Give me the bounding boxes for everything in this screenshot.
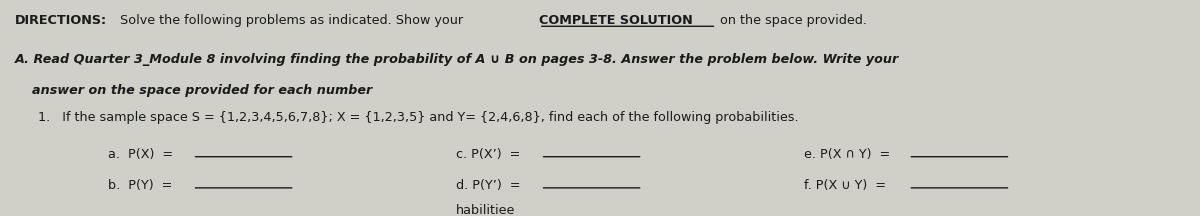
Text: 1.   If the sample space S = {1,2,3,4,5,6,7,8}; X = {1,2,3,5} and Y= {2,4,6,8}, : 1. If the sample space S = {1,2,3,4,5,6,… bbox=[14, 111, 799, 124]
Text: d. P(Y’)  =: d. P(Y’) = bbox=[456, 179, 521, 192]
Text: e. P(X ∩ Y)  =: e. P(X ∩ Y) = bbox=[804, 148, 890, 161]
Text: a.  P(X)  =: a. P(X) = bbox=[108, 148, 173, 161]
Text: habilitiee: habilitiee bbox=[456, 204, 515, 216]
Text: Solve the following problems as indicated. Show your: Solve the following problems as indicate… bbox=[116, 14, 468, 27]
Text: on the space provided.: on the space provided. bbox=[716, 14, 868, 27]
Text: c. P(X’)  =: c. P(X’) = bbox=[456, 148, 521, 161]
Text: DIRECTIONS:: DIRECTIONS: bbox=[14, 14, 107, 27]
Text: A. Read Quarter 3_Module 8 involving finding the probability of A ∪ B on pages 3: A. Read Quarter 3_Module 8 involving fin… bbox=[14, 52, 899, 66]
Text: answer on the space provided for each number: answer on the space provided for each nu… bbox=[14, 84, 373, 97]
Text: b.  P(Y)  =: b. P(Y) = bbox=[108, 179, 173, 192]
Text: f. P(X ∪ Y)  =: f. P(X ∪ Y) = bbox=[804, 179, 886, 192]
Text: COMPLETE SOLUTION: COMPLETE SOLUTION bbox=[539, 14, 692, 27]
